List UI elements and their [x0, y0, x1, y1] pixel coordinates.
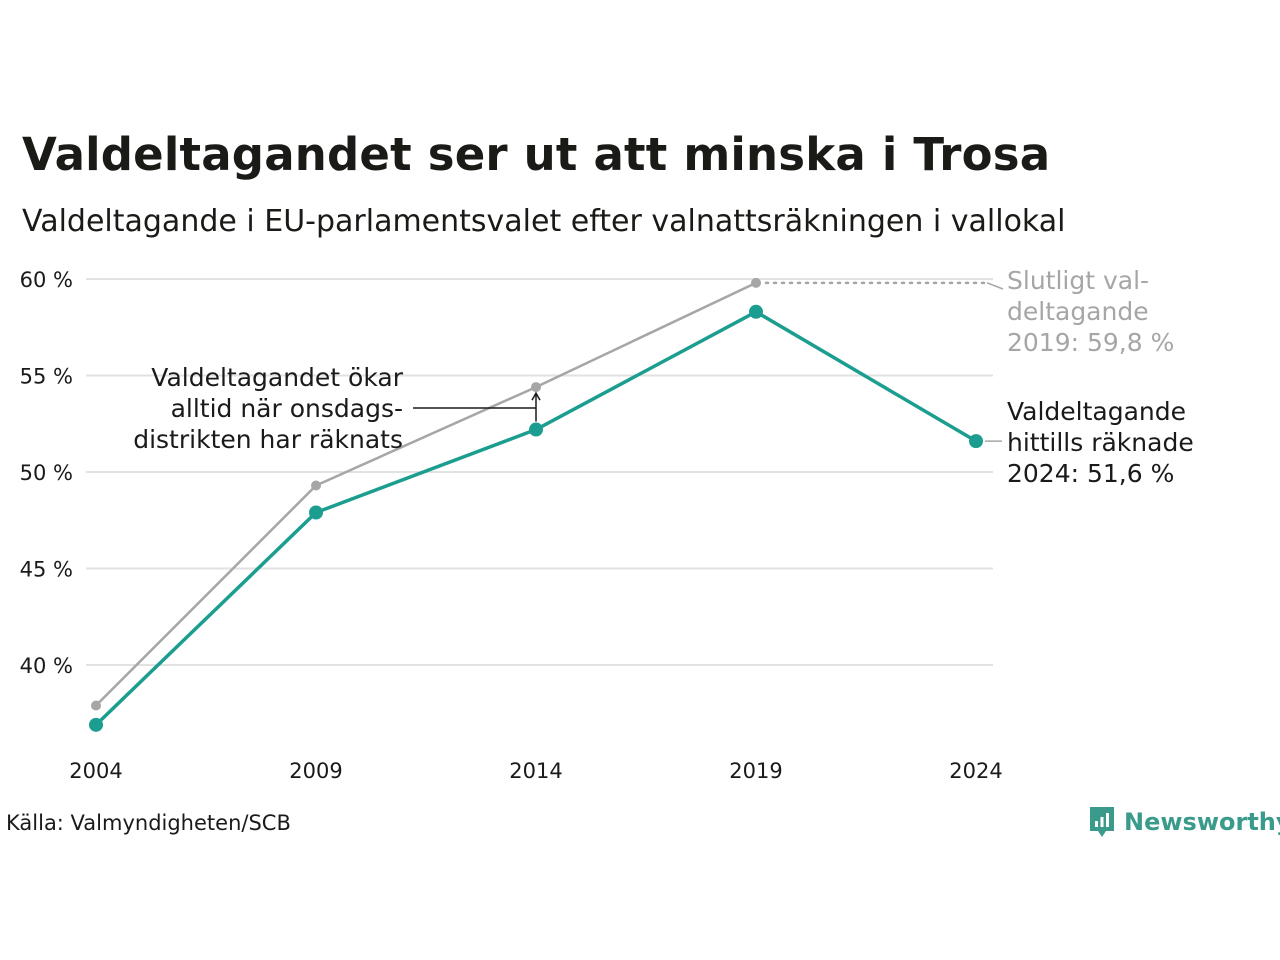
x-tick-label: 2004	[69, 759, 122, 783]
counted-turnout-point	[529, 422, 543, 437]
final-turnout-point	[311, 480, 321, 491]
final-turnout-line	[95, 281, 757, 707]
x-tick-label: 2024	[949, 759, 1002, 783]
counted-label-line: 2024: 51,6 %	[1007, 459, 1174, 488]
x-tick-label: 2009	[289, 759, 342, 783]
counted-turnout-point	[969, 434, 983, 449]
brand-name: Newsworthy	[1124, 808, 1280, 836]
line-chart: 40 % 45 % 50 % 55 % 60 % 2004 2009 2014 2019 202…	[20, 266, 1194, 783]
final-label-line: 2019: 59,8 %	[1007, 328, 1174, 357]
counted-label-line: Valdeltagande	[1007, 397, 1186, 426]
x-axis-ticks: 2004 2009 2014 2019 2024	[69, 759, 1002, 783]
counted-turnout-point	[309, 505, 323, 520]
newsworthy-logo-icon	[1090, 807, 1114, 837]
final-label-line: Slutligt val-	[1007, 266, 1149, 295]
final-turnout-point	[531, 382, 541, 393]
y-tick-label: 40 %	[20, 654, 73, 678]
y-tick-label: 45 %	[20, 558, 73, 582]
chart-subtitle: Valdeltagande i EU-parlamentsvalet efter…	[22, 204, 1066, 239]
source-note: Källa: Valmyndigheten/SCB	[6, 811, 291, 835]
counted-label-line: hittills räknade	[1007, 428, 1194, 457]
final-label-line: deltagande	[1007, 297, 1149, 326]
y-axis-ticks: 40 % 45 % 50 % 55 % 60 %	[20, 268, 73, 678]
counted-turnout-point	[89, 717, 103, 732]
chart-title: Valdeltagandet ser ut att minska i Trosa	[22, 128, 1051, 181]
final-label-leader-tick	[986, 282, 1004, 290]
grid-lines	[86, 278, 993, 666]
series-group	[89, 277, 983, 732]
y-tick-label: 60 %	[20, 268, 73, 292]
x-tick-label: 2014	[509, 759, 562, 783]
note-arrow-head	[531, 391, 541, 401]
final-turnout-point	[91, 700, 101, 711]
final-turnout-point	[751, 277, 761, 288]
counted-turnout-point	[749, 304, 763, 319]
y-tick-label: 55 %	[20, 365, 73, 389]
y-tick-label: 50 %	[20, 461, 73, 485]
x-tick-label: 2019	[729, 759, 782, 783]
brand-logo: Newsworthy	[1088, 804, 1280, 840]
note-text-line: alltid när onsdags-	[171, 394, 403, 423]
note-text-line: Valdeltagandet ökar	[151, 363, 403, 392]
note-text-line: distrikten har räknats	[133, 425, 403, 454]
